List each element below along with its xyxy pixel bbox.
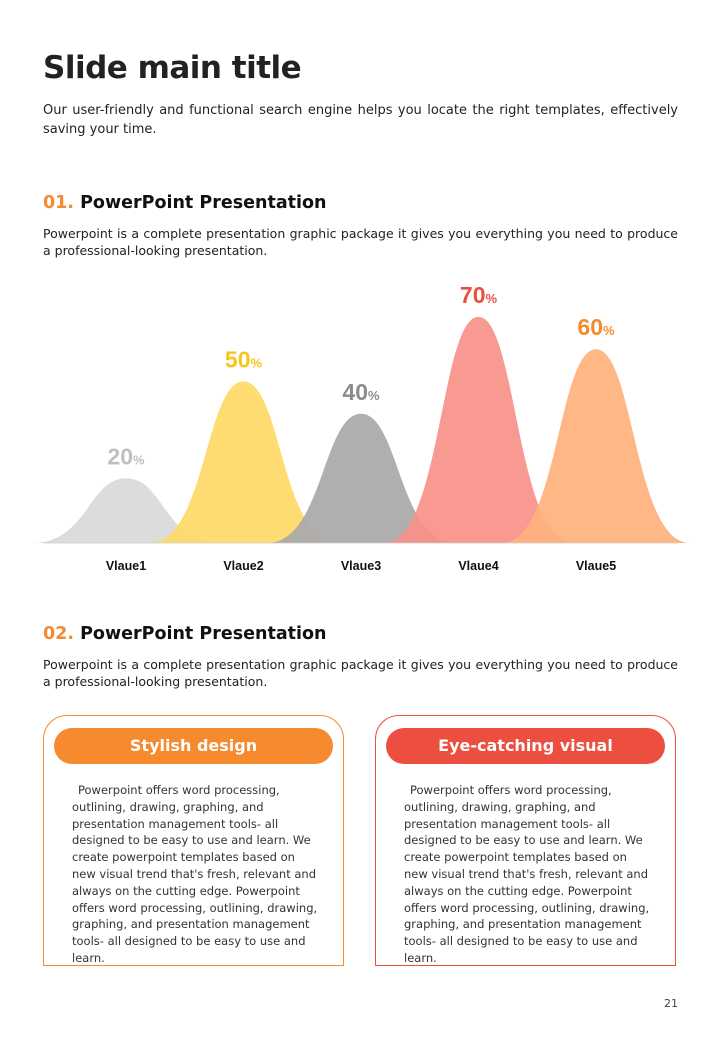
category-label-1: Vlaue1 xyxy=(106,559,146,573)
page-title: Slide main title xyxy=(43,50,302,86)
bell-curve-4 xyxy=(384,316,573,543)
intro-text: Our user-friendly and functional search … xyxy=(43,103,678,137)
category-label-2: Vlaue2 xyxy=(223,559,263,573)
section-2-description: Powerpoint is a complete presentation gr… xyxy=(43,657,678,689)
section-1-description: Powerpoint is a complete presentation gr… xyxy=(43,226,678,258)
bell-curve-1 xyxy=(32,478,220,543)
bell-curve-5 xyxy=(502,349,690,543)
bell-curve-chart: 20% 50% 40% 70% 60% Vlaue1 Vlaue2 Vlaue3 Vlaue4 V… xyxy=(32,282,690,573)
section-2-heading: 02. PowerPoint Presentation xyxy=(43,624,326,644)
category-label-3: Vlaue3 xyxy=(341,559,381,573)
card-body-text: Powerpoint offers word processing, outli… xyxy=(72,783,318,965)
section-2-number: 02. xyxy=(43,624,75,644)
value-label-4: 70% xyxy=(460,282,498,308)
category-label-5: Vlaue5 xyxy=(576,559,616,573)
card-stylish-design: Stylish design Powerpoint offers word pr… xyxy=(43,715,344,966)
category-label-4: Vlaue4 xyxy=(458,559,498,573)
section-1-heading: 01. PowerPoint Presentation xyxy=(43,193,326,213)
bell-curve-3 xyxy=(267,413,455,543)
bell-curve-2 xyxy=(149,381,338,543)
page-number: 21 xyxy=(664,997,678,1010)
card-body-text: Powerpoint offers word processing, outli… xyxy=(404,783,650,965)
value-label-5: 60% xyxy=(577,314,615,340)
card-title-pill: Stylish design xyxy=(54,728,333,764)
section-2-title: PowerPoint Presentation xyxy=(80,624,327,644)
section-1-number: 01. xyxy=(43,193,75,213)
card-title-pill: Eye-catching visual xyxy=(386,728,665,764)
value-label-2: 50% xyxy=(225,347,263,373)
value-label-3: 40% xyxy=(342,379,380,405)
section-1-title: PowerPoint Presentation xyxy=(80,193,327,213)
card-eye-catching-visual: Eye-catching visual Powerpoint offers wo… xyxy=(375,715,676,966)
value-label-1: 20% xyxy=(107,443,145,469)
